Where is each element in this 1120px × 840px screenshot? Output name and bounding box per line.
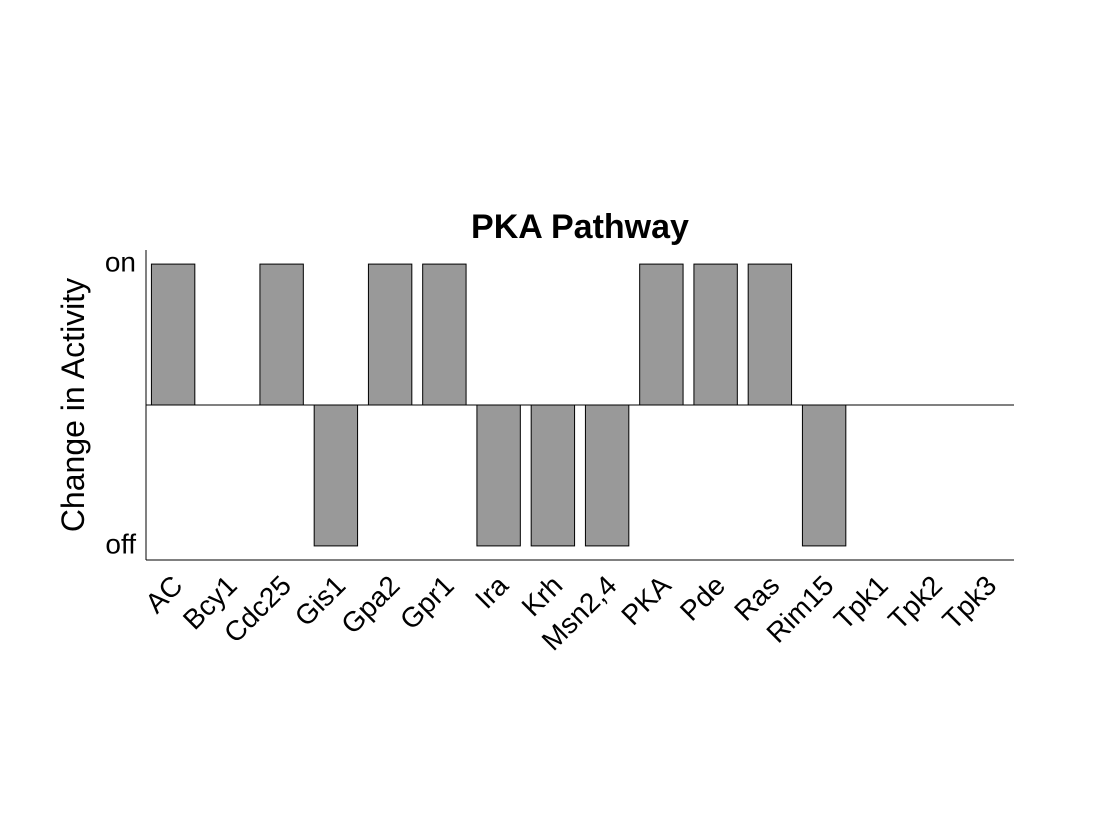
x-tick-label: Tpk3 (936, 570, 1002, 636)
bar-pde (693, 263, 738, 406)
x-tick-label: Pde (674, 570, 731, 627)
bars (150, 263, 847, 547)
bar-ira (476, 404, 521, 547)
y-ticks: on off (105, 246, 136, 559)
bar-ras (747, 263, 793, 406)
bar-cdc25 (259, 263, 304, 406)
bar-pka (639, 263, 684, 406)
bar-krh (530, 404, 576, 547)
bar-msn2-4 (584, 404, 630, 547)
x-tick-label: Gpa2 (335, 570, 405, 640)
x-tick-label: PKA (615, 569, 677, 631)
chart-title: PKA Pathway (471, 208, 689, 246)
bar-ac (150, 263, 196, 406)
bar-gis1 (313, 404, 359, 547)
bar-gpa2 (367, 263, 413, 406)
x-tick-label: Gpr1 (394, 570, 460, 636)
y-tick-label: on (105, 246, 136, 277)
x-tick-label: Ira (469, 569, 514, 614)
y-tick-label: off (105, 528, 136, 559)
x-tick-label: Tpk2 (882, 570, 948, 636)
bar-rim15 (801, 404, 847, 547)
y-axis-label: Change in Activity (55, 278, 91, 532)
bar-gpr1 (422, 263, 467, 406)
x-tick-label: Tpk1 (828, 570, 894, 636)
